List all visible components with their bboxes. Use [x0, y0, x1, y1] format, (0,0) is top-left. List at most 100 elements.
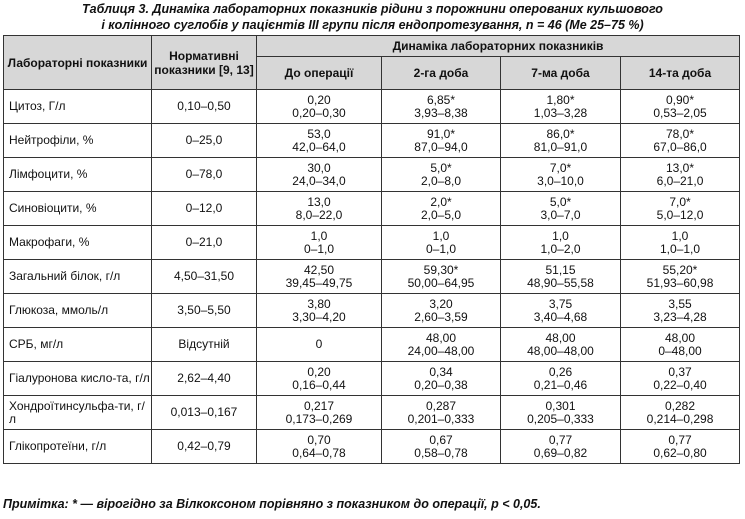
table-row: Нейтрофіли, % 0–25,0 53,0 42,0–64,0 91,0* 87,…	[3, 123, 741, 158]
range-value: 0,205–0,333	[527, 411, 594, 426]
row-norm: 2,62–4,40	[151, 361, 257, 396]
table-caption: Таблиця 3. Динаміка лабораторних показни…	[0, 0, 745, 33]
range-value: 39,45–49,75	[285, 275, 353, 290]
row-norm: 4,50–31,50	[151, 259, 257, 294]
row-name: Макрофаги, %	[3, 225, 152, 260]
range-value: 2,0–8,0	[420, 173, 462, 188]
value-cell: 53,0 42,0–64,0	[256, 123, 382, 158]
value-cell: 1,0 1,0–1,0	[619, 225, 741, 260]
value-cell: 86,0* 81,0–91,0	[500, 123, 621, 158]
range-value: 0,201–0,333	[407, 411, 475, 426]
caption-line-2: і колінного суглобів у пацієнтів ІІІ гру…	[101, 18, 644, 32]
value-cell: 78,0* 67,0–86,0	[619, 123, 741, 158]
median-value: 0,26	[548, 364, 573, 379]
median-value: 51,15	[545, 262, 576, 277]
median-value: 3,75	[548, 296, 573, 311]
range-value: 3,0–10,0	[537, 173, 584, 188]
range-value: 5,0–12,0	[656, 207, 704, 222]
value-cell: 13,0 8,0–22,0	[256, 191, 382, 226]
header-period: 7-ма доба	[500, 56, 621, 90]
table-row: Цитоз, Г/л 0,10–0,50 0,20 0,20–0,30 6,85* 3,9…	[3, 89, 741, 124]
table-note: Примітка: * — вірогідно за Вілкоксоном п…	[3, 497, 541, 511]
table-row: Глюкоза, ммоль/л 3,50–5,50 3,80 3,30–4,20 3,…	[3, 293, 741, 328]
median-value: 0,67	[429, 432, 453, 447]
value-cell: 0,90* 0,53–2,05	[619, 89, 741, 124]
header-row-1: Лабораторні показники Нормативні показни…	[3, 35, 741, 90]
range-value: 87,0–94,0	[414, 139, 468, 154]
median-value: 0,287	[425, 398, 457, 413]
value-cell: 3,80 3,30–4,20	[256, 293, 382, 328]
median-value: 42,50	[303, 262, 335, 277]
range-value: 42,0–64,0	[292, 139, 346, 154]
value-cell: 13,0* 6,0–21,0	[619, 157, 741, 192]
value-cell: 0,67 0,58–0,78	[381, 429, 501, 464]
median-value: 0,90*	[666, 92, 695, 107]
row-name: СРБ, мг/л	[3, 327, 152, 362]
range-value: 8,0–22,0	[295, 207, 343, 222]
range-value: 3,0–7,0	[540, 207, 581, 222]
row-name: Лімфоцити, %	[3, 157, 152, 192]
value-cell: 5,0* 2,0–8,0	[381, 157, 501, 192]
row-norm: 0,013–0,167	[151, 395, 257, 430]
range-value: 0,69–0,82	[533, 445, 588, 460]
range-value: 0,58–0,78	[414, 445, 468, 460]
range-value: 0,62–0,80	[653, 445, 707, 460]
value-cell: 1,0 0–1,0	[256, 225, 382, 260]
row-name: Хондроїтинсульфа-ти, г/л	[3, 395, 152, 430]
value-cell: 59,30* 50,00–64,95	[381, 259, 501, 294]
range-value: 3,23–4,28	[653, 309, 707, 324]
header-norm: Нормативні показники [9, 13]	[151, 35, 257, 90]
value-cell: 48,00 48,00–48,00	[500, 327, 621, 362]
median-value: 0,77	[548, 432, 573, 447]
row-name: Нейтрофіли, %	[3, 123, 152, 158]
value-cell: 3,75 3,40–4,68	[500, 293, 621, 328]
caption-line-1: Таблиця 3. Динаміка лабораторних показни…	[82, 2, 663, 16]
median-value: 48,00	[545, 330, 576, 345]
median-value: 7,0*	[669, 194, 691, 209]
range-value: 1,0–1,0	[659, 241, 701, 256]
note-text: * — вірогідно за Вілкоксоном порівняно з…	[68, 497, 541, 511]
median-value: 1,0	[671, 228, 689, 243]
table-row: Гіалуронова кисло-та, г/л 2,62–4,40 0,20 0,…	[3, 361, 741, 396]
table-row: Хондроїтинсульфа-ти, г/л 0,013–0,167 0,217…	[3, 395, 741, 430]
value-cell: 7,0* 3,0–10,0	[500, 157, 621, 192]
median-value: 3,80	[307, 296, 331, 311]
value-cell: 0,34 0,20–0,38	[381, 361, 501, 396]
range-value: 50,00–64,95	[407, 275, 475, 290]
range-value: 0,214–0,298	[646, 411, 714, 426]
median-value: 0,77	[668, 432, 692, 447]
value-cell: 3,55 3,23–4,28	[619, 293, 741, 328]
row-norm: Відсутній	[151, 327, 257, 362]
header-row-2: До операції 2-га доба 7-ма доба 14-та до…	[4, 56, 741, 90]
table-row: Лімфоцити, % 0–78,0 30,0 24,0–34,0 5,0* 2,0–8…	[3, 157, 741, 192]
range-value: 67,0–86,0	[653, 139, 707, 154]
range-value: 51,93–60,98	[646, 275, 714, 290]
value-cell: 0,20 0,20–0,30	[256, 89, 382, 124]
table-row: Глікопротеїни, г/л 0,42–0,79 0,70 0,64–0,78…	[3, 429, 741, 464]
value-cell: 0,26 0,21–0,46	[500, 361, 621, 396]
header-period: До операції	[256, 56, 382, 90]
value-cell: 5,0* 3,0–7,0	[500, 191, 621, 226]
lab-table: Лабораторні показники Нормативні показни…	[3, 35, 741, 464]
value-cell: 1,0 0–1,0	[381, 225, 501, 260]
value-cell: 2,0* 2,0–5,0	[381, 191, 501, 226]
median-value: 5,0*	[430, 160, 452, 175]
range-value: 0,21–0,46	[533, 377, 588, 392]
value-cell: 91,0* 87,0–94,0	[381, 123, 501, 158]
range-value: 0,20–0,38	[414, 377, 468, 392]
range-value: 24,00–48,00	[407, 343, 475, 358]
range-value: 2,60–3,59	[414, 309, 468, 324]
range-value: 0,173–0,269	[285, 411, 353, 426]
range-value: 0,20–0,30	[292, 105, 346, 120]
median-value: 1,0	[552, 228, 569, 243]
value-cell: 42,50 39,45–49,75	[256, 259, 382, 294]
value-cell: 48,00 0–48,00	[619, 327, 741, 362]
median-value: 3,55	[668, 296, 692, 311]
value-cell: 51,15 48,90–55,58	[500, 259, 621, 294]
value-cell: 0,287 0,201–0,333	[381, 395, 501, 430]
range-value: 0,64–0,78	[292, 445, 346, 460]
median-value: 0,70	[307, 432, 331, 447]
note-label: Примітка:	[3, 497, 69, 511]
table-row: СРБ, мг/л Відсутній 0 48,00 24,00–48,00 48,00…	[3, 327, 741, 362]
